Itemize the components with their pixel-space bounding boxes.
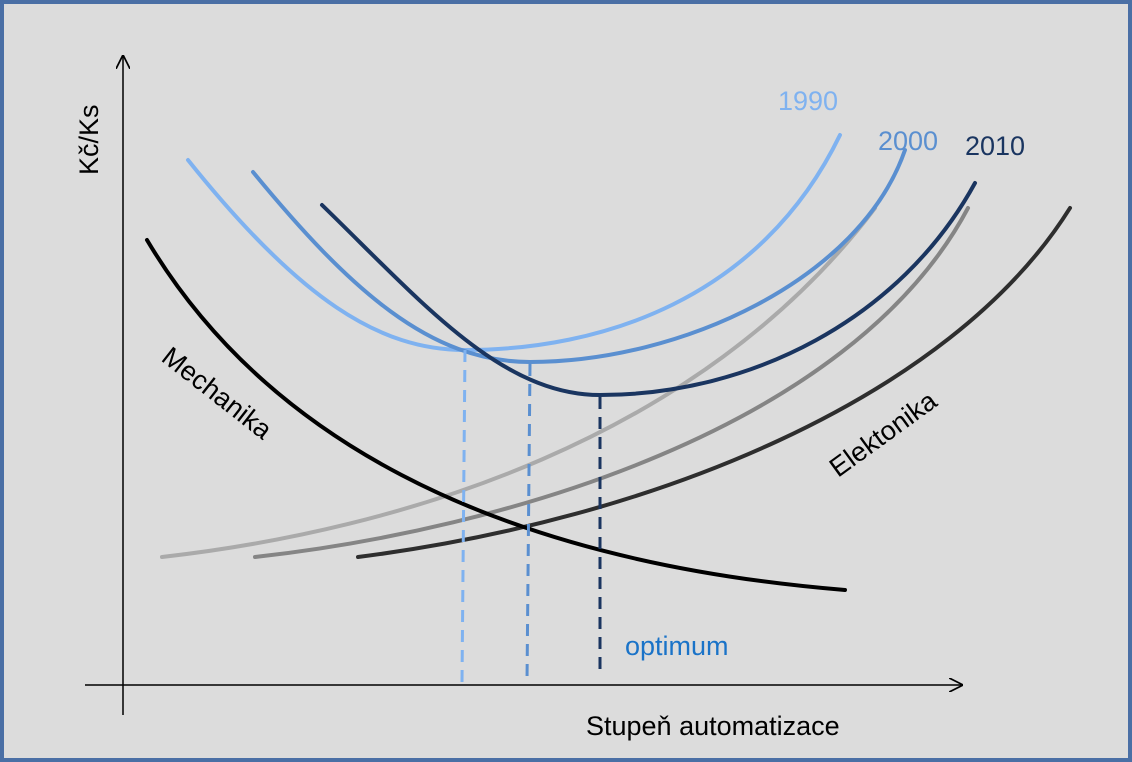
- year-label: 2000: [878, 126, 938, 156]
- total-cost-2000: [251, 148, 907, 365]
- year-label: 1990: [778, 86, 838, 116]
- optimum-label: optimum: [625, 631, 729, 661]
- x-axis-label: Stupeň automatizace: [586, 711, 840, 741]
- mechanical-curve: [145, 238, 847, 592]
- electronic-curve-1990: [160, 206, 877, 559]
- electronic-curve-2000: [253, 206, 970, 559]
- optimum-line-1990: [460, 349, 467, 683]
- year-label: 2010: [965, 131, 1025, 161]
- total-cost-2010: [320, 181, 977, 398]
- y-axis-label: Kč/Ks: [74, 104, 104, 175]
- total-cost-1990: [186, 133, 842, 353]
- electronic-curve-2010: [356, 206, 1072, 559]
- optimum-line-2000: [525, 363, 532, 683]
